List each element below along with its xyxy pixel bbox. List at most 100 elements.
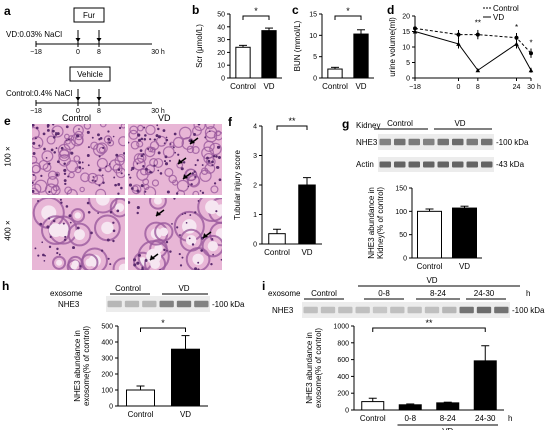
histo-tubule (32, 164, 41, 174)
vehicle-box (69, 66, 111, 82)
histo-nucleus (142, 165, 145, 168)
significance-marker: * (346, 6, 350, 16)
histo-nucleus (128, 141, 130, 144)
point-VD (514, 41, 519, 46)
blot-actin-band (466, 161, 478, 168)
x-tick-label: Control (230, 82, 256, 91)
x-tick-label: VD (355, 82, 366, 91)
histo-nucleus (64, 182, 67, 186)
blot-nhe3-exosome-band (424, 306, 440, 314)
point-VD (412, 29, 418, 34)
histo-nucleus (120, 186, 123, 190)
point-VD (456, 41, 461, 46)
histo-lumen (159, 227, 169, 237)
histo-lumen (56, 259, 63, 266)
y-tick-label: 50 (217, 12, 225, 19)
blot-actin-band (452, 161, 464, 168)
blot-group-0-8: 0-8 (378, 289, 390, 298)
y-tick-label: 200 (337, 391, 349, 398)
significance-marker: ** (425, 318, 433, 328)
histo-nucleus (149, 138, 152, 141)
y-tick-label: 0 (403, 256, 407, 263)
histo-nucleus (193, 170, 196, 173)
histo-nucleus (102, 181, 105, 184)
x-tick-label: VD (180, 410, 191, 419)
histo-nucleus (140, 137, 144, 141)
blot-header-kidney: Kidney (356, 121, 380, 130)
histo-tubule (144, 146, 156, 158)
histo-row-400: 400 × (3, 220, 13, 241)
histo-tubule (215, 130, 222, 137)
histo-nucleus (76, 226, 80, 230)
histo-tubule (51, 125, 64, 138)
y-axis-label: Scr (μmol/L) (195, 24, 204, 68)
y-tick-label: 20 (402, 14, 410, 21)
blot-marker-100: -100 kDa (212, 300, 245, 309)
histo-tubule (80, 253, 99, 270)
significance-bracket (334, 15, 362, 20)
histo-nucleus (43, 260, 46, 262)
histo-nucleus (185, 222, 188, 224)
blot-nhe3-exosome-band (407, 306, 422, 314)
histo-nucleus (137, 253, 142, 257)
timeline-arrowhead-control-0 (75, 97, 81, 101)
histo-nucleus (211, 164, 214, 167)
panel-letter-h: h (2, 279, 9, 293)
histo-nucleus (59, 198, 62, 201)
histo-nucleus (46, 128, 50, 132)
histo-nucleus (199, 190, 202, 192)
blot-nhe3-exosome-band (107, 300, 122, 308)
histo-lumen (185, 235, 197, 246)
blot-group-control: Control (387, 119, 413, 128)
legend-label-Control: Control (493, 4, 519, 13)
blot-nhe3-exosome-band (142, 300, 157, 308)
histo-nucleus (177, 153, 180, 156)
histo-nucleus (217, 156, 221, 160)
histo-nucleus (211, 160, 214, 164)
histo-lumen (85, 258, 94, 267)
blot-nhe3-exosome-band (390, 306, 405, 314)
histo-tubule (145, 124, 156, 136)
blot-actin-band (394, 161, 406, 168)
histo-nucleus (130, 169, 133, 171)
histo-nucleus (123, 152, 125, 155)
histo-nucleus (153, 164, 156, 167)
histo-nucleus (56, 132, 60, 136)
y-axis-label: exosome(% of control) (82, 326, 91, 406)
y-tick-label: 4 (253, 124, 257, 131)
histo-tubule (32, 155, 38, 164)
y-axis-label: NHE3 abundance in (73, 330, 82, 402)
histo-tubule (151, 179, 160, 187)
histo-tubule (109, 159, 121, 171)
histo-tubule (116, 153, 125, 163)
histo-tubule (118, 136, 125, 147)
x-tick-label: Control (264, 248, 290, 257)
blot-actin-band (379, 161, 391, 168)
histo-nucleus (46, 125, 49, 128)
arrowhead-icon (190, 139, 195, 144)
y-tick-label: 400 (337, 374, 349, 381)
histo-tubule (140, 167, 149, 176)
histo-nucleus (197, 200, 200, 202)
blot-actin-band (408, 161, 420, 168)
histo-nucleus (81, 161, 84, 164)
histo-nucleus (166, 190, 170, 194)
histo-tubule (34, 179, 48, 193)
histo-nucleus (197, 268, 200, 270)
bar-8-24 (436, 402, 460, 411)
x-tick-label: 8 (476, 84, 480, 91)
histo-nucleus (42, 132, 46, 136)
histo-nucleus (56, 251, 59, 255)
fur-box-label: Fur (83, 11, 95, 20)
histo-tubule (172, 136, 185, 148)
histo-nucleus (197, 261, 200, 264)
histo-nucleus (52, 135, 56, 139)
histo-nucleus (212, 253, 214, 256)
histo-nucleus (117, 192, 120, 195)
histo-nucleus (181, 213, 184, 216)
histo-nucleus (194, 163, 197, 167)
histo-nucleus (60, 201, 63, 204)
histo-tubule (95, 188, 107, 195)
histo-col-control: Control (62, 113, 92, 123)
blot-nhe3-band (437, 138, 449, 146)
